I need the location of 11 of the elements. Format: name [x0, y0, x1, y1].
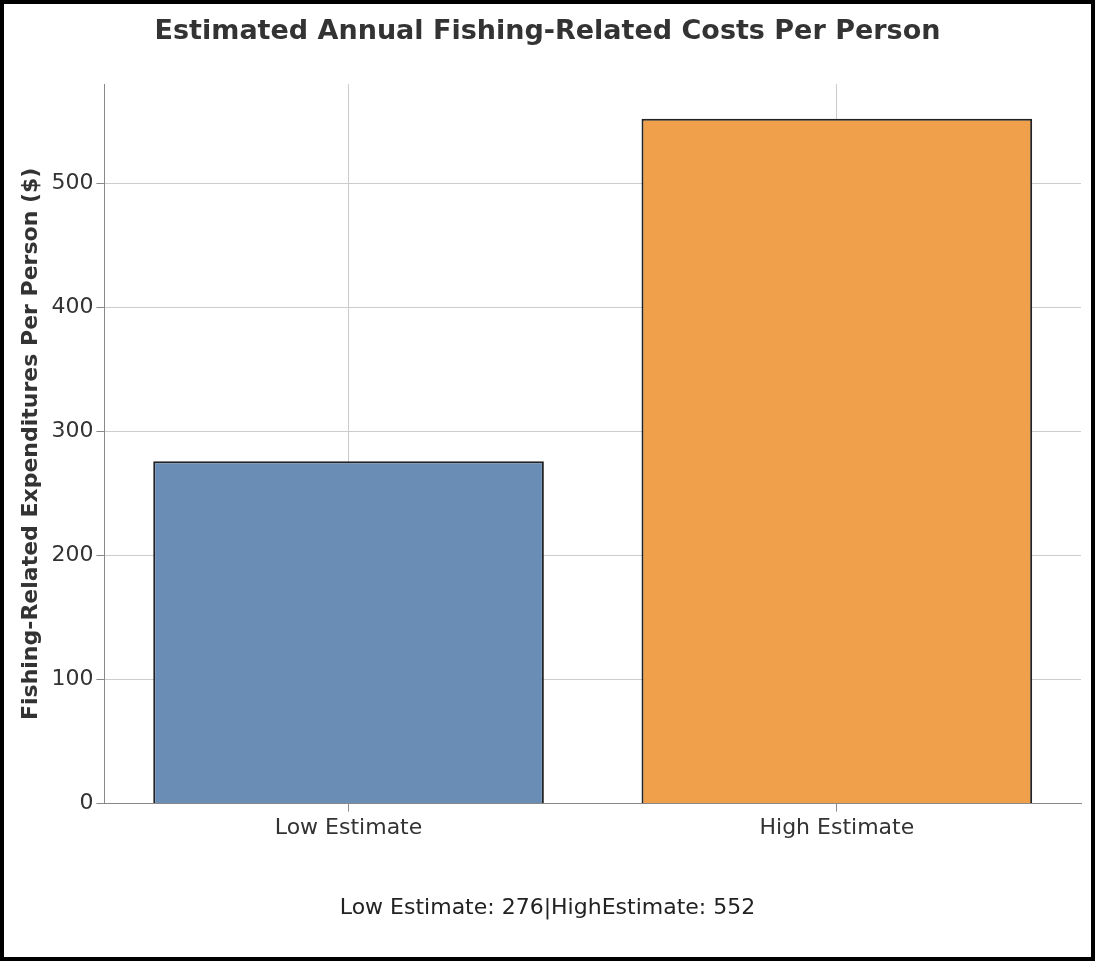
x-tick-label: Low Estimate: [274, 813, 423, 839]
y-tick-label: 300: [51, 417, 94, 443]
y-tick-label: 400: [51, 293, 94, 319]
y-axis-title: Fishing-Related Expenditures Per Person ($): [16, 167, 42, 721]
y-tick-label: 100: [51, 665, 94, 691]
y-tick-label: 0: [79, 789, 94, 815]
y-tick-label: 500: [51, 168, 94, 194]
text: Low Estimate: 276|HighEstimate: 552: [338, 894, 757, 919]
x-tick-label: High Estimate: [759, 813, 915, 839]
y-tick-label: 200: [51, 541, 94, 567]
chart-title: Estimated Annual Fishing-Related Costs Per Person: [153, 14, 942, 45]
